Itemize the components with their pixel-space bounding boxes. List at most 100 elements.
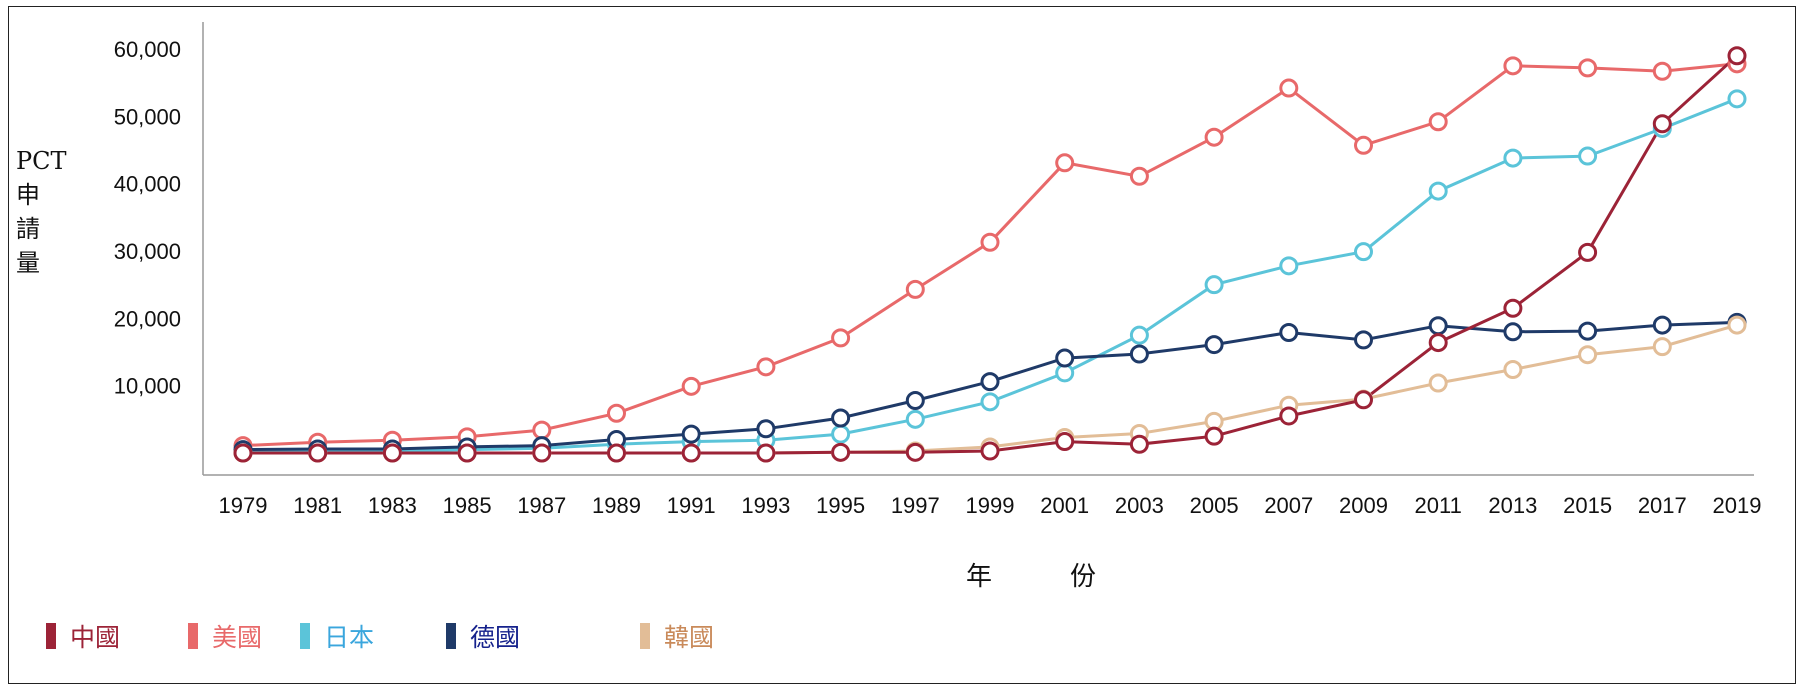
legend-label: 美國 — [212, 623, 263, 652]
data-point — [681, 443, 701, 463]
data-point — [1055, 348, 1075, 368]
data-point — [1279, 78, 1299, 98]
data-point — [1503, 56, 1523, 76]
data-point — [1129, 434, 1149, 454]
data-point — [1578, 58, 1598, 78]
y-tick-label: 10,000 — [114, 374, 181, 399]
data-point — [607, 403, 626, 423]
y-tick-label: 60,000 — [114, 37, 181, 62]
data-point — [980, 441, 1000, 461]
data-point — [1652, 61, 1672, 81]
legend-label: 韓國 — [664, 623, 715, 652]
x-tick-label: 2003 — [1115, 493, 1164, 518]
legend-item: 中國 — [46, 618, 120, 654]
data-point — [1204, 127, 1224, 147]
data-point — [1503, 148, 1523, 168]
x-tick-label: 1999 — [966, 493, 1015, 518]
legend-swatch — [188, 623, 198, 649]
data-point — [1204, 335, 1224, 355]
data-point — [1354, 242, 1373, 262]
x-tick-label: 2005 — [1190, 493, 1239, 518]
data-point — [1428, 333, 1448, 353]
data-point — [1129, 344, 1149, 364]
x-tick-label: 1987 — [517, 493, 566, 518]
data-point — [1428, 373, 1448, 393]
x-tick-label: 1985 — [443, 493, 492, 518]
x-tick-label: 2019 — [1713, 493, 1762, 518]
data-point — [1354, 330, 1373, 350]
data-point — [905, 390, 925, 410]
data-point — [905, 409, 925, 429]
data-point — [756, 443, 776, 463]
data-point — [681, 376, 701, 396]
data-point — [980, 232, 1000, 252]
x-tick-labels: 1979 1981 1983 1985 1987 1989 1991 1993 1995 1997… — [219, 493, 1762, 518]
data-point — [308, 443, 328, 463]
chart-frame — [8, 6, 1796, 684]
data-point — [1503, 322, 1523, 342]
legend-label: 德國 — [470, 623, 521, 652]
data-point — [1129, 166, 1149, 186]
data-point — [905, 279, 925, 299]
data-point — [233, 443, 253, 463]
legend-item: 日本 — [300, 618, 374, 654]
legend-swatch — [46, 623, 56, 649]
data-point — [1578, 345, 1598, 365]
legend-item: 韓國 — [640, 618, 714, 654]
data-point — [1727, 46, 1747, 66]
x-tick-label: 2013 — [1488, 493, 1537, 518]
data-point — [1279, 322, 1299, 342]
data-point — [532, 420, 552, 440]
data-point — [457, 443, 477, 463]
data-point — [831, 328, 851, 348]
data-point — [980, 372, 1000, 392]
data-point — [1652, 315, 1672, 335]
data-point — [831, 424, 851, 444]
x-tick-label: 1983 — [368, 493, 417, 518]
legend-item: 德國 — [446, 618, 520, 654]
data-point — [980, 392, 1000, 412]
x-tick-label: 1979 — [219, 493, 268, 518]
legend-label: 日本 — [324, 623, 375, 652]
x-tick-label: 1989 — [592, 493, 641, 518]
x-tick-label: 2015 — [1563, 493, 1612, 518]
x-tick-label: 2007 — [1264, 493, 1313, 518]
data-point — [1503, 360, 1523, 380]
data-point — [1354, 135, 1373, 155]
data-point — [1055, 153, 1075, 173]
data-point — [831, 408, 851, 428]
x-axis-label: 年 份 — [966, 562, 1123, 592]
data-point — [1428, 181, 1448, 201]
data-point — [1578, 146, 1598, 166]
data-point — [756, 357, 776, 377]
data-point — [1354, 390, 1373, 410]
data-point — [607, 443, 626, 463]
data-point — [1578, 321, 1598, 341]
y-tick-label: 30,000 — [114, 239, 181, 264]
axes — [202, 22, 1754, 476]
data-point — [1055, 432, 1075, 452]
data-point — [1727, 89, 1747, 109]
y-axis-label: PCT 申 請 量 — [16, 144, 67, 280]
data-point — [1578, 242, 1598, 262]
legend-swatch — [640, 623, 650, 649]
y-tick-label: 40,000 — [114, 172, 181, 197]
x-tick-label: 1993 — [741, 493, 790, 518]
data-point — [1129, 325, 1149, 345]
x-tick-label: 2011 — [1415, 493, 1462, 518]
y-axis-label-line: 請 — [16, 215, 40, 243]
y-axis-label-line: 申 — [16, 181, 40, 209]
legend-swatch — [446, 623, 456, 649]
data-point — [1279, 256, 1299, 276]
data-point — [382, 443, 402, 463]
data-point — [1428, 112, 1448, 132]
x-tick-label: 1997 — [891, 493, 940, 518]
y-axis-label-line: 量 — [16, 249, 40, 277]
x-tick-label: 2001 — [1040, 493, 1089, 518]
x-tick-label: 1995 — [816, 493, 865, 518]
legend-item: 美國 — [188, 618, 262, 654]
data-point — [1727, 315, 1747, 335]
data-point — [1652, 337, 1672, 357]
data-point — [756, 419, 776, 439]
